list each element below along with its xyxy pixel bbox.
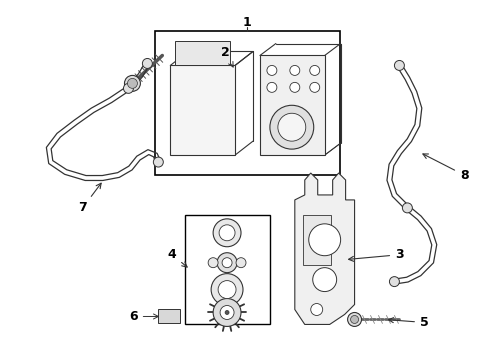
- Circle shape: [402, 203, 413, 213]
- Polygon shape: [158, 310, 180, 323]
- Circle shape: [143, 58, 152, 68]
- Bar: [303, 215, 331, 265]
- Circle shape: [124, 75, 141, 91]
- Circle shape: [350, 315, 359, 323]
- Circle shape: [278, 113, 306, 141]
- Circle shape: [236, 258, 246, 268]
- Text: 8: 8: [423, 154, 468, 181]
- Circle shape: [390, 276, 399, 287]
- Text: 7: 7: [78, 183, 101, 215]
- Circle shape: [217, 253, 237, 273]
- Bar: [175, 41, 230, 66]
- Circle shape: [310, 82, 319, 92]
- Circle shape: [153, 157, 163, 167]
- Bar: [185, 215, 270, 324]
- Circle shape: [123, 84, 133, 93]
- Circle shape: [311, 303, 323, 315]
- Circle shape: [220, 306, 234, 319]
- Circle shape: [290, 66, 300, 75]
- Circle shape: [310, 66, 319, 75]
- Bar: [155, 31, 340, 175]
- Circle shape: [127, 78, 137, 88]
- Circle shape: [290, 82, 300, 92]
- Text: 4: 4: [168, 248, 187, 267]
- Text: 3: 3: [348, 248, 404, 261]
- Circle shape: [394, 60, 404, 71]
- Circle shape: [222, 258, 232, 268]
- Circle shape: [213, 298, 241, 327]
- Bar: [260, 55, 325, 155]
- Text: 5: 5: [389, 316, 429, 329]
- Circle shape: [218, 280, 236, 298]
- Circle shape: [267, 66, 277, 75]
- Circle shape: [313, 268, 337, 292]
- Text: 1: 1: [243, 16, 251, 29]
- Circle shape: [267, 82, 277, 92]
- Polygon shape: [295, 173, 355, 324]
- Circle shape: [211, 274, 243, 306]
- Circle shape: [208, 258, 218, 268]
- Circle shape: [219, 225, 235, 241]
- Circle shape: [225, 310, 229, 315]
- Circle shape: [270, 105, 314, 149]
- Circle shape: [309, 224, 341, 256]
- Circle shape: [347, 312, 362, 327]
- Circle shape: [213, 219, 241, 247]
- Bar: [171, 66, 235, 155]
- Text: 2: 2: [220, 46, 233, 67]
- Text: 6: 6: [129, 310, 158, 323]
